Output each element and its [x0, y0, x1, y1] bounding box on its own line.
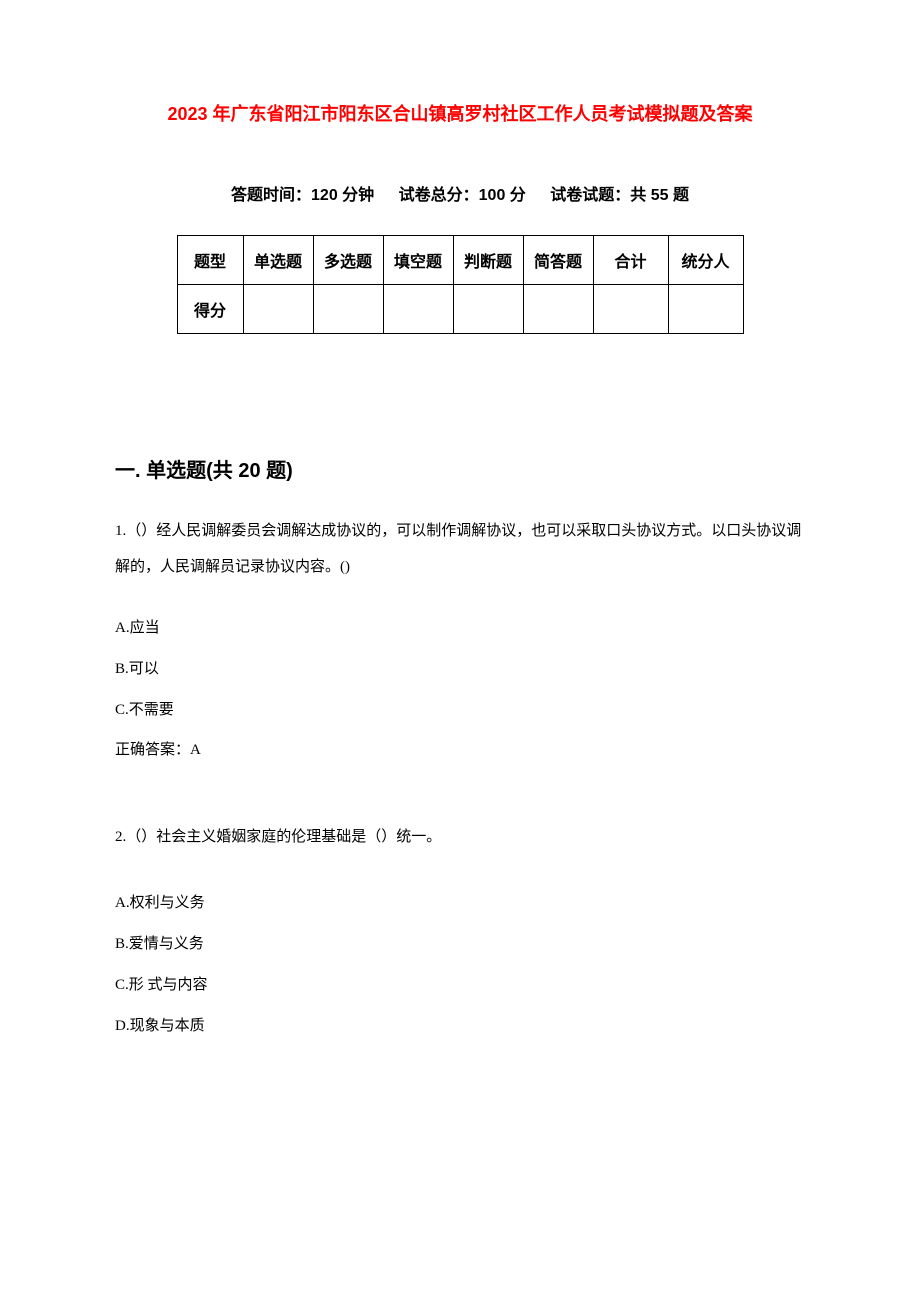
q1-answer: 正确答案：A: [115, 738, 805, 759]
score-scorer: [668, 285, 743, 334]
score-single: [243, 285, 313, 334]
score-multi: [313, 285, 383, 334]
header-multi: 多选题: [313, 236, 383, 285]
header-scorer: 统分人: [668, 236, 743, 285]
score-judge: [453, 285, 523, 334]
total-score-info: 试卷总分：100 分: [399, 187, 526, 204]
q2-option-d: D.现象与本质: [115, 1013, 805, 1040]
exam-meta: 答题时间：120 分钟 试卷总分：100 分 试卷试题：共 55 题: [115, 181, 805, 205]
header-total: 合计: [593, 236, 668, 285]
section1-heading: 一. 单选题(共 20 题): [115, 454, 805, 483]
score-short: [523, 285, 593, 334]
q1-option-c: C.不需要: [115, 697, 805, 724]
question-2-block: 2.（）社会主义婚姻家庭的伦理基础是（）统一。 A.权利与义务 B.爱情与义务 …: [115, 819, 805, 1040]
q1-options: A.应当 B.可以 C.不需要: [115, 615, 805, 724]
q1-option-b: B.可以: [115, 656, 805, 683]
q2-option-b: B.爱情与义务: [115, 931, 805, 958]
header-short: 简答题: [523, 236, 593, 285]
score-fill: [383, 285, 453, 334]
q1-text: 1.（）经人民调解委员会调解达成协议的，可以制作调解协议，也可以采取口头协议方式…: [115, 513, 805, 585]
header-type: 题型: [177, 236, 243, 285]
question-count-info: 试卷试题：共 55 题: [550, 187, 689, 204]
time-info: 答题时间：120 分钟: [231, 187, 374, 204]
q2-options: A.权利与义务 B.爱情与义务 C.形 式与内容 D.现象与本质: [115, 890, 805, 1040]
score-label: 得分: [177, 285, 243, 334]
q2-option-a: A.权利与义务: [115, 890, 805, 917]
q2-option-c: C.形 式与内容: [115, 972, 805, 999]
q1-option-a: A.应当: [115, 615, 805, 642]
score-total: [593, 285, 668, 334]
score-table: 题型 单选题 多选题 填空题 判断题 简答题 合计 统分人 得分: [177, 235, 744, 334]
question-1-block: 1.（）经人民调解委员会调解达成协议的，可以制作调解协议，也可以采取口头协议方式…: [115, 513, 805, 759]
table-score-row: 得分: [177, 285, 743, 334]
table-header-row: 题型 单选题 多选题 填空题 判断题 简答题 合计 统分人: [177, 236, 743, 285]
q2-text: 2.（）社会主义婚姻家庭的伦理基础是（）统一。: [115, 819, 805, 855]
header-judge: 判断题: [453, 236, 523, 285]
exam-title: 2023 年广东省阳江市阳东区合山镇高罗村社区工作人员考试模拟题及答案: [115, 100, 805, 126]
header-fill: 填空题: [383, 236, 453, 285]
header-single: 单选题: [243, 236, 313, 285]
